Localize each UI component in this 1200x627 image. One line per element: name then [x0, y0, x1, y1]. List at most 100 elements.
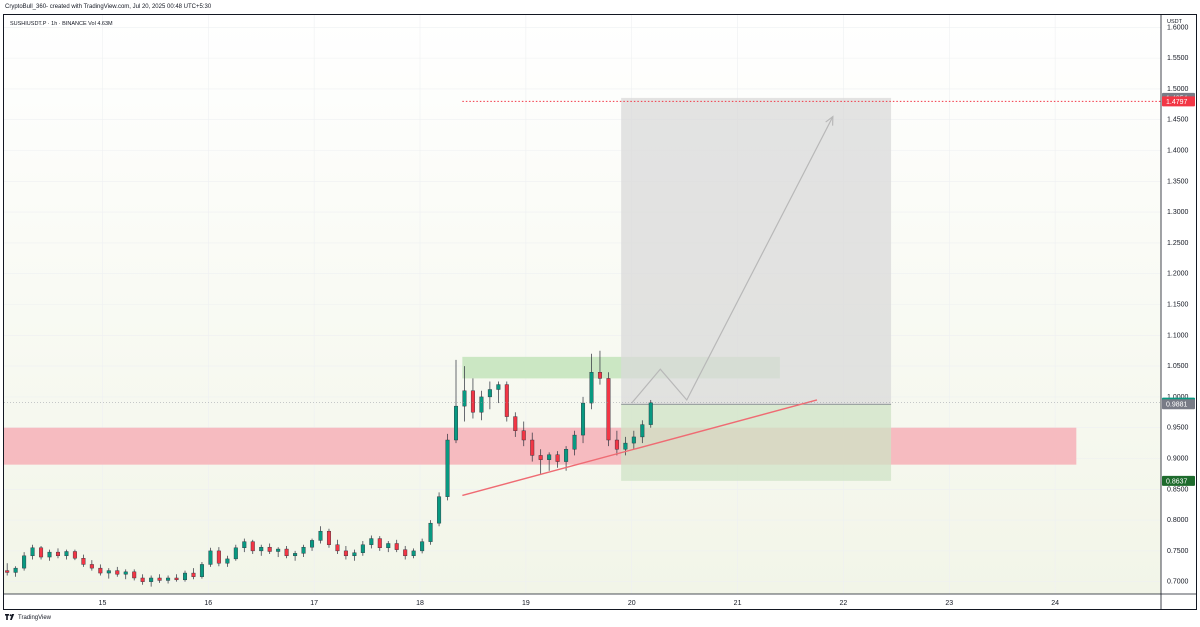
candle-up	[13, 567, 18, 573]
candle-up	[149, 577, 154, 582]
candle-down	[335, 544, 340, 552]
candle-down	[267, 546, 272, 552]
candle-up	[47, 551, 52, 558]
price-tick-label: 1.5500	[1167, 55, 1189, 62]
candle-up	[123, 571, 128, 575]
drawings	[4, 100, 1161, 497]
candle-down	[394, 543, 399, 550]
price-label-text: 0.8637	[1166, 478, 1188, 485]
candle-up	[64, 551, 69, 557]
trend-line	[462, 399, 818, 497]
price-label-badge	[1162, 475, 1195, 486]
candle-up	[496, 384, 501, 390]
candle-up	[242, 541, 247, 549]
candle-down	[89, 564, 94, 569]
candle-down	[555, 454, 560, 462]
price-axis[interactable]: 0.7000 0.7500 0.8000 0.8500 0.9000 0.9500 1.00…	[1160, 15, 1195, 609]
price-tick-label: 1.1000	[1167, 332, 1189, 339]
price-tick-label: 0.9000	[1167, 455, 1189, 462]
price-tick-label: 1.2000	[1167, 271, 1189, 278]
price-label-text: 1.4797	[1166, 99, 1188, 106]
price-tick-label: 1.2500	[1167, 240, 1189, 247]
candle-up	[386, 543, 391, 549]
candle-up	[106, 570, 111, 574]
candle-down	[174, 577, 179, 581]
candle-up	[301, 546, 306, 554]
candle-down	[521, 430, 526, 441]
candle-up	[369, 538, 374, 545]
price-tick-label: 1.4000	[1167, 148, 1189, 155]
candle-up	[208, 550, 213, 565]
candle-up	[547, 454, 552, 460]
candle-up	[22, 555, 27, 569]
time-tick-label: 20	[628, 600, 636, 607]
candle-down	[132, 571, 137, 579]
candle-down	[81, 558, 86, 565]
price-tick-label: 1.5000	[1167, 86, 1189, 93]
candle-down	[538, 455, 543, 460]
time-tick-label: 15	[99, 600, 107, 607]
candle-up	[479, 396, 484, 413]
price-tick-label: 1.3500	[1167, 178, 1189, 185]
time-tick-label: 23	[945, 600, 953, 607]
time-axis[interactable]: 15 16 17 18 19 20 21 22 23 24	[4, 593, 1196, 607]
price-tick-label: 0.8000	[1167, 517, 1189, 524]
candle-down	[216, 550, 221, 564]
time-tick-label: 16	[204, 600, 212, 607]
candle-down	[250, 541, 255, 552]
tradingview-logo[interactable]: TradingView	[5, 614, 51, 621]
publish-caption: CryptoBull_360- created with TradingView…	[5, 4, 212, 10]
candles	[5, 350, 653, 587]
price-tick-label: 1.3000	[1167, 209, 1189, 216]
candle-up	[310, 540, 315, 548]
projection-path	[631, 116, 834, 404]
candle-up	[183, 572, 188, 581]
candle-down	[284, 548, 289, 557]
candle-up	[30, 547, 35, 557]
candle-down	[72, 551, 77, 559]
candle-down	[55, 551, 60, 557]
price-tick-label: 1.1500	[1167, 302, 1189, 309]
candle-up	[640, 424, 645, 438]
axis-unit: USDT	[1167, 19, 1183, 25]
candle-up	[623, 442, 628, 450]
time-tick-label: 24	[1051, 600, 1059, 607]
price-tick-label: 1.4500	[1167, 117, 1189, 124]
top-caption-bar: CryptoBull_360- created with TradingView…	[0, 0, 1200, 14]
time-tick-label: 17	[310, 600, 318, 607]
candle-down	[98, 567, 103, 574]
candle-up	[454, 405, 459, 441]
candle-down	[614, 439, 619, 450]
candle-down	[530, 439, 535, 456]
candle-up	[318, 530, 323, 541]
time-tick-label: 19	[522, 600, 530, 607]
candle-down	[597, 372, 602, 379]
candle-up	[445, 439, 450, 497]
candle-down	[140, 577, 145, 582]
candle-down	[115, 570, 120, 575]
chart-frame[interactable]: 0.7000 0.7500 0.8000 0.8500 0.9000 0.9500 1.00…	[3, 14, 1197, 610]
candle-up	[487, 389, 492, 398]
candle-up	[648, 402, 653, 425]
tradingview-brand: TradingView	[18, 614, 52, 621]
candle-down	[191, 572, 196, 577]
candle-up	[420, 541, 425, 552]
candle-down	[157, 577, 162, 581]
candle-down	[504, 384, 509, 417]
price-label-badge	[1162, 96, 1195, 107]
candle-up	[360, 544, 365, 553]
candle-down	[5, 570, 10, 573]
price-tick-label: 1.0000	[1167, 394, 1189, 401]
time-tick-label: 18	[416, 600, 424, 607]
candle-up	[631, 436, 636, 444]
candlestick-chart[interactable]: 0.7000 0.7500 0.8000 0.8500 0.9000 0.9500 1.00…	[4, 15, 1196, 609]
price-tick-label: 1.6000	[1167, 24, 1189, 31]
candle-down	[377, 538, 382, 549]
price-label-badge	[1162, 399, 1195, 410]
candle-up	[581, 402, 586, 436]
candle-up	[572, 434, 577, 450]
price-tick-label: 0.8500	[1167, 486, 1189, 493]
grid-lines	[4, 15, 1161, 594]
candle-up	[564, 449, 569, 462]
candle-down	[39, 547, 44, 558]
